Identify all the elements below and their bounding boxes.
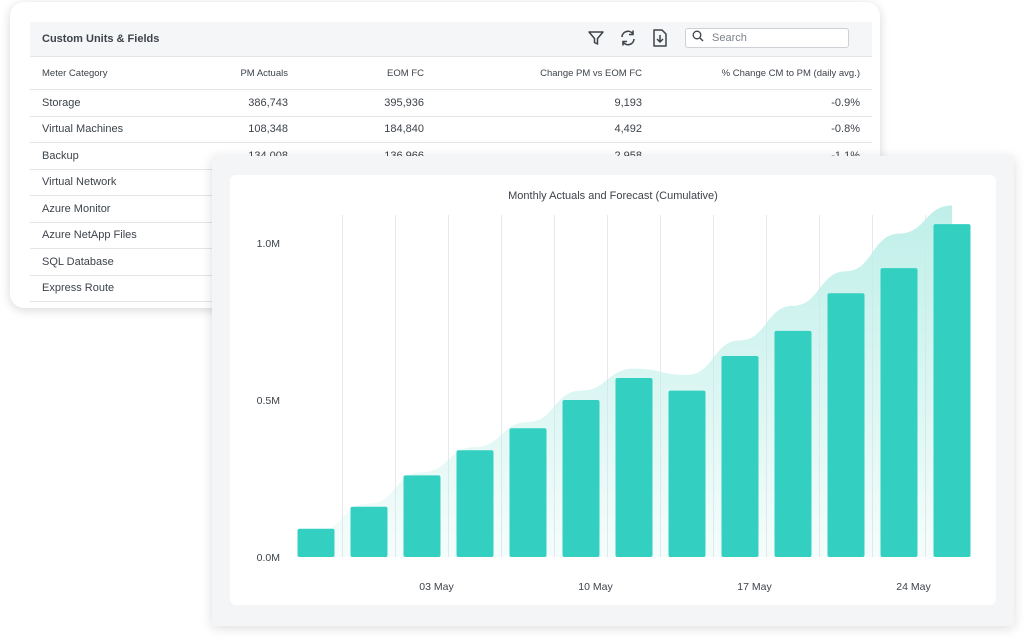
cell-change: 9,193 <box>436 89 654 117</box>
bar[interactable] <box>827 293 865 557</box>
column-header-percent-change[interactable]: % Change CM to PM (daily avg.) <box>654 57 872 90</box>
y-axis-ticks: 0.0M 0.5M 1.0M <box>257 238 280 564</box>
bar[interactable] <box>721 356 759 557</box>
cell-pm-actuals: 386,743 <box>190 89 300 117</box>
refresh-icon[interactable] <box>617 27 639 49</box>
table-header-row: Meter Category PM Actuals EOM FC Change … <box>30 57 872 90</box>
cell-meter-category: Express Route <box>30 275 190 302</box>
bar[interactable] <box>880 268 918 557</box>
table-title: Custom Units & Fields <box>42 33 160 45</box>
toolbar-icons <box>585 27 671 49</box>
export-icon[interactable] <box>649 27 671 49</box>
y-tick-label: 0.5M <box>257 395 280 407</box>
bar[interactable] <box>615 378 653 557</box>
bar[interactable] <box>456 450 494 557</box>
bar[interactable] <box>562 400 600 557</box>
table-row[interactable]: Virtual Machines 108,348 184,840 4,492 -… <box>30 116 872 143</box>
x-tick-label: 24 May <box>896 581 931 593</box>
table-toolbar: Custom Units & Fields <box>30 22 872 57</box>
cell-meter-category: Azure Monitor <box>30 195 190 223</box>
column-header-eom-fc[interactable]: EOM FC <box>300 57 436 90</box>
bar[interactable] <box>403 475 441 557</box>
x-tick-label: 10 May <box>578 581 613 593</box>
chart-card: Monthly Actuals and Forecast (Cumulative… <box>230 175 996 605</box>
bar[interactable] <box>933 224 971 557</box>
y-tick-label: 1.0M <box>257 238 280 250</box>
bar[interactable] <box>297 528 335 557</box>
bar[interactable] <box>668 390 706 557</box>
search-input[interactable] <box>710 31 834 45</box>
column-header-pm-actuals[interactable]: PM Actuals <box>190 57 300 90</box>
monthly-actuals-forecast-chart: Monthly Actuals and Forecast (Cumulative… <box>257 190 971 593</box>
bar[interactable] <box>509 428 547 557</box>
cell-change: 4,492 <box>436 116 654 143</box>
y-tick-label: 0.0M <box>257 552 280 564</box>
cell-meter-category: Storage <box>30 89 190 117</box>
bars <box>297 224 971 557</box>
x-axis-ticks: 03 May 10 May 17 May 24 May <box>419 581 931 593</box>
cell-percent-change: -0.9% <box>654 89 872 117</box>
search-field[interactable] <box>685 28 849 48</box>
cell-meter-category: Backup <box>30 142 190 170</box>
chart-title: Monthly Actuals and Forecast (Cumulative… <box>508 190 718 202</box>
cell-eom-fc: 395,936 <box>300 89 436 117</box>
bar[interactable] <box>350 506 388 557</box>
cell-eom-fc: 184,840 <box>300 116 436 143</box>
cell-percent-change: -0.8% <box>654 116 872 143</box>
table-row[interactable]: Storage 386,743 395,936 9,193 -0.9% <box>30 89 872 117</box>
cell-meter-category: SQL Database <box>30 248 190 276</box>
column-header-meter-category[interactable]: Meter Category <box>30 57 190 90</box>
filter-icon[interactable] <box>585 27 607 49</box>
x-tick-label: 17 May <box>737 581 772 593</box>
cell-meter-category: Virtual Network <box>30 169 190 196</box>
cell-pm-actuals: 108,348 <box>190 116 300 143</box>
column-header-change-pm-vs-eom-fc[interactable]: Change PM vs EOM FC <box>436 57 654 90</box>
search-icon <box>692 29 704 47</box>
cell-meter-category: Virtual Machines <box>30 116 190 143</box>
cell-meter-category: Azure NetApp Files <box>30 222 190 249</box>
x-tick-label: 03 May <box>419 581 454 593</box>
bar[interactable] <box>774 330 812 557</box>
